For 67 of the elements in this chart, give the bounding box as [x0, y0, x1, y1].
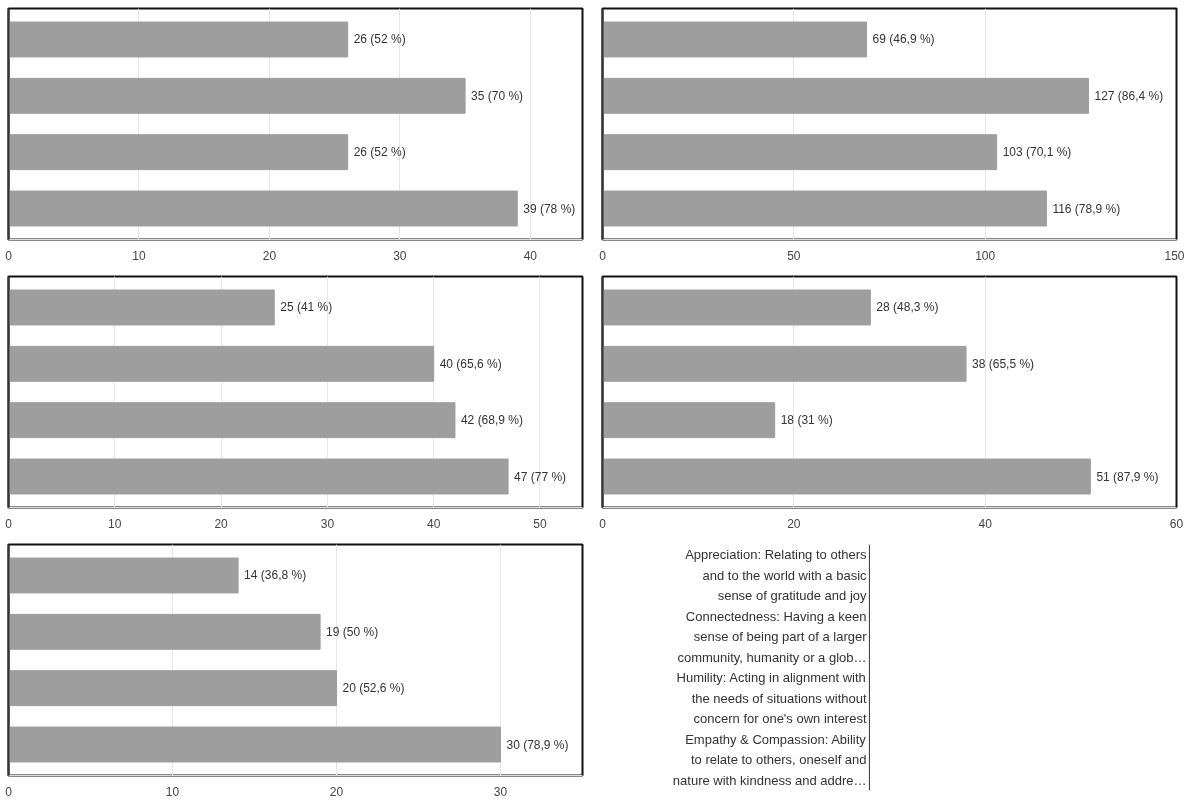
bar	[8, 613, 321, 650]
data-label: 28 (48,3 %)	[876, 300, 939, 315]
data-label: 25 (41 %)	[280, 300, 333, 315]
bar	[602, 190, 1047, 227]
x-tick-label: 0	[5, 516, 13, 531]
data-label: 38 (65,5 %)	[972, 356, 1035, 371]
bar	[8, 557, 239, 594]
data-label: 26 (52 %)	[353, 145, 406, 160]
x-tick-label: 40	[978, 516, 993, 531]
x-tick-label: 150	[1164, 248, 1184, 263]
data-label: 127 (86,4 %)	[1094, 88, 1164, 103]
data-label: 18 (31 %)	[780, 413, 833, 428]
data-label: 39 (78 %)	[523, 201, 576, 216]
text: Appreciation: Relating to others and to the world with a basic sense of gratitude and joy	[685, 547, 868, 604]
data-label: 40 (65,6 %)	[439, 356, 502, 371]
bar	[8, 190, 518, 227]
bar	[602, 402, 776, 439]
data-label: 69 (46,9 %)	[872, 32, 935, 47]
x-tick-label: 0	[599, 248, 607, 263]
data-label: 14 (36,8 %)	[244, 568, 307, 583]
x-tick-label: 0	[5, 248, 13, 263]
bar	[602, 134, 998, 171]
x-tick-label: 20	[329, 784, 344, 799]
bar	[8, 134, 349, 171]
x-tick-label: 0	[5, 784, 13, 799]
x-tick-label: 40	[523, 248, 538, 263]
x-tick-label: 20	[262, 248, 277, 263]
x-tick-label: 10	[108, 516, 122, 531]
x-tick-label: 10	[165, 784, 180, 799]
bar	[8, 77, 466, 114]
x-tick-label: 30	[393, 248, 407, 263]
text: Connectedness: Having a keen sense of being part of a larger community, humanity or a glob…	[677, 608, 868, 665]
x-tick-label: 100	[975, 248, 996, 263]
x-tick-label: 30	[493, 784, 508, 799]
data-label: 103 (70,1 %)	[1002, 145, 1072, 160]
x-tick-label: 50	[787, 248, 801, 263]
data-label: 35 (70 %)	[471, 88, 524, 103]
bar	[602, 345, 967, 382]
data-label: 116 (78,9 %)	[1052, 201, 1121, 216]
bar	[8, 458, 509, 495]
bar	[602, 289, 871, 326]
bar	[8, 402, 456, 439]
x-tick-label: 40	[427, 516, 441, 531]
bar	[602, 21, 868, 58]
data-label: 47 (77 %)	[514, 469, 567, 484]
data-label: 26 (52 %)	[353, 32, 406, 47]
text: Humility: Acting in alignment with the needs of situations without concern for one's own interest	[676, 670, 867, 727]
x-tick-label: 60	[1169, 516, 1184, 531]
x-tick-label: 30	[320, 516, 335, 531]
data-label: 30 (78,9 %)	[506, 737, 569, 752]
bar	[8, 726, 501, 763]
x-tick-label: 10	[132, 248, 146, 263]
bar	[602, 77, 1089, 114]
data-label: 42 (68,9 %)	[460, 413, 523, 428]
bar	[8, 289, 275, 326]
x-tick-label: 0	[599, 516, 607, 531]
bar	[8, 670, 337, 707]
x-tick-label: 20	[214, 516, 229, 531]
data-label: 19 (50 %)	[326, 624, 379, 639]
bar	[8, 345, 435, 382]
x-tick-label: 20	[787, 516, 801, 531]
data-label: 51 (87,9 %)	[1096, 469, 1159, 484]
bar	[8, 21, 349, 58]
text: Empathy & Compassion: Ability to relate to others, oneself and nature with kindness and addre…	[672, 731, 867, 788]
x-tick-label: 50	[533, 516, 547, 531]
bar	[602, 458, 1091, 495]
data-label: 20 (52,6 %)	[342, 681, 405, 696]
